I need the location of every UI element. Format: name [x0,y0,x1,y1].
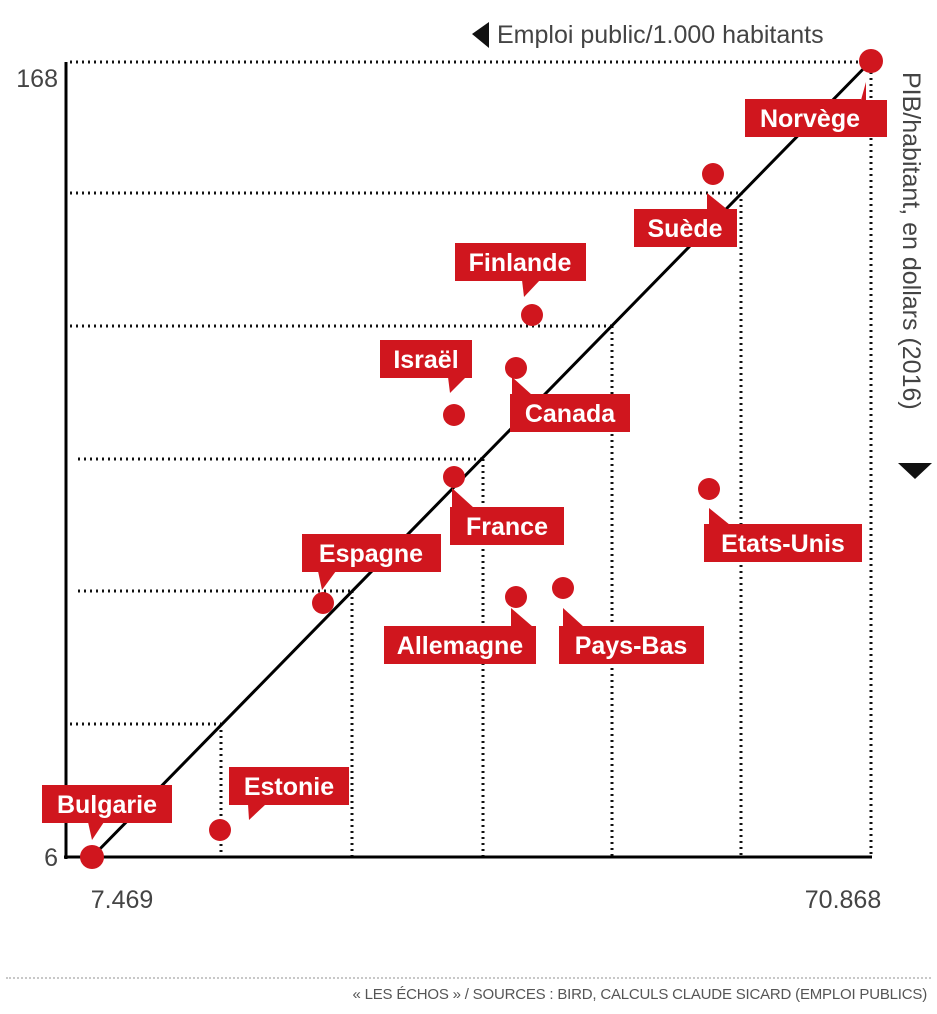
callout-estonie: Estonie [229,767,349,820]
label-norvege: Norvège [760,105,860,133]
label-bulgarie: Bulgarie [57,791,157,819]
point-etatsunis[interactable] [698,478,720,500]
label-etatsunis: Etats-Unis [721,530,845,558]
point-finlande[interactable] [521,304,543,326]
callout-espagne: Espagne [302,534,441,590]
footer-divider [6,977,931,979]
callout-israel: Israël [380,340,472,393]
callout-suede: Suède [634,193,737,247]
data-points [80,49,883,869]
x-max-label: 70.868 [805,886,881,914]
point-bulgarie[interactable] [80,845,104,869]
label-allemagne: Allemagne [397,632,524,660]
point-canada[interactable] [505,357,527,379]
point-estonie[interactable] [209,819,231,841]
horizontal-gridlines [70,60,862,726]
source-credit: « LES ÉCHOS » / SOURCES : BIRD, CALCULS … [352,986,928,1003]
label-france: France [466,513,548,541]
label-suede: Suède [647,215,722,243]
x-min-label: 7.469 [91,886,154,914]
y-min-label: 6 [44,844,58,872]
y-max-label: 168 [16,65,58,93]
callout-finlande: Finlande [455,243,586,297]
point-suede[interactable] [702,163,724,185]
label-finlande: Finlande [469,249,572,277]
point-norvege[interactable] [859,49,883,73]
label-estonie: Estonie [244,773,334,801]
callout-etatsunis: Etats-Unis [704,508,862,562]
callout-paysbas: Pays-Bas [559,608,704,664]
point-paysbas[interactable] [552,577,574,599]
label-israel: Israël [393,346,458,374]
point-espagne[interactable] [312,592,334,614]
right-axis-title: PIB/habitant, en dollars (2016) [897,72,925,410]
label-canada: Canada [525,400,616,428]
point-allemagne[interactable] [505,586,527,608]
left-arrow-icon [472,22,489,48]
trend-line [90,59,873,859]
callout-canada: Canada [510,377,630,432]
vertical-gridlines [219,72,873,857]
down-arrow-icon [898,463,932,479]
label-paysbas: Pays-Bas [575,632,688,660]
label-espagne: Espagne [319,540,423,568]
scatter-chart: 168 6 7.469 70.868 Emploi public/1.000 h… [16,21,932,914]
point-israel[interactable] [443,404,465,426]
callout-norvege: Norvège [745,82,887,137]
callout-allemagne: Allemagne [384,608,536,664]
point-france[interactable] [443,466,465,488]
top-axis-title: Emploi public/1.000 habitants [497,21,824,49]
callout-bulgarie: Bulgarie [42,785,172,840]
callout-france: France [450,488,564,545]
